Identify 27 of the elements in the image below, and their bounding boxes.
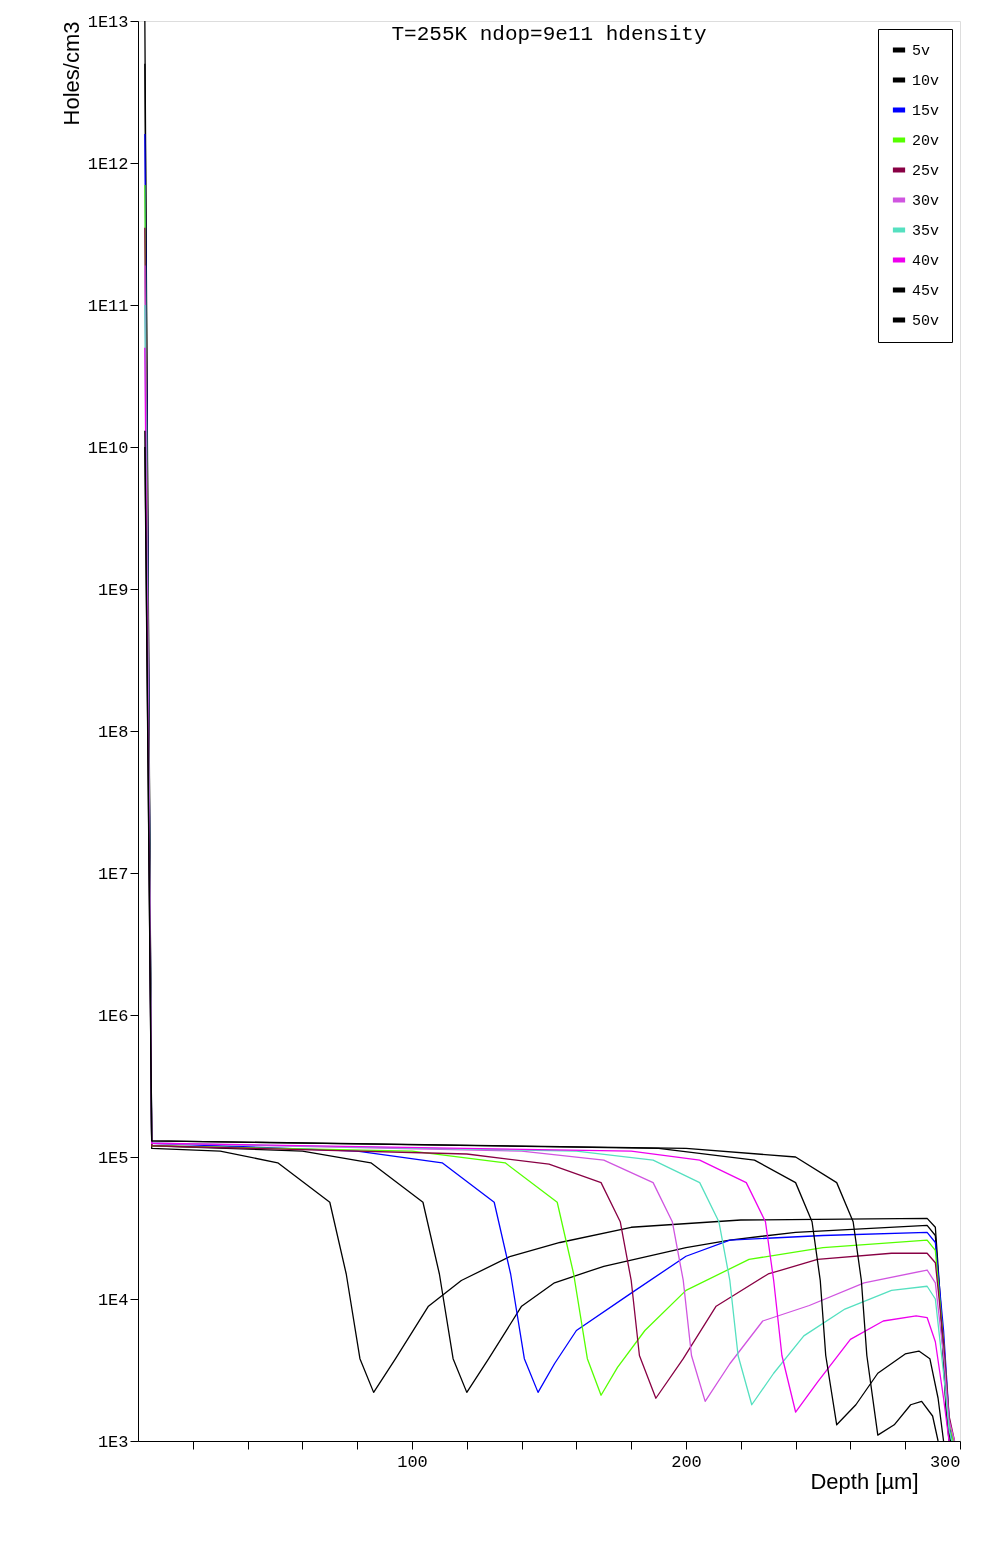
legend-label: 30v (912, 193, 940, 210)
legend-label: 50v (912, 313, 940, 330)
y-tick-label: 1E6 (97, 1006, 129, 1026)
legend-label: 35v (912, 223, 940, 240)
y-tick-label: 1E7 (97, 864, 129, 884)
legend-label: 40v (912, 253, 940, 270)
y-tick-label: 1E3 (97, 1432, 129, 1452)
legend-label: 10v (912, 73, 940, 90)
legend-label: 15v (912, 103, 940, 120)
y-tick-label: 1E13 (87, 12, 129, 32)
y-tick-label: 1E8 (97, 722, 129, 742)
y-tick-label: 1E12 (87, 154, 129, 174)
chart-title: T=255K ndop=9e11 hdensity (391, 23, 707, 46)
x-tick-label: 200 (671, 1452, 702, 1472)
y-tick-label: 1E5 (97, 1148, 129, 1168)
y-axis-title: Holes/cm3 (58, 21, 84, 126)
legend-label: 5v (912, 43, 931, 60)
y-tick-label: 1E4 (97, 1290, 129, 1310)
x-tick-label: 100 (397, 1452, 428, 1472)
x-tick-label: 300 (929, 1452, 961, 1472)
legend-label: 45v (912, 283, 940, 300)
y-tick-label: 1E11 (87, 296, 129, 316)
y-tick-label: 1E9 (97, 580, 129, 600)
x-axis-title: Depth [µm] (810, 1468, 919, 1494)
legend-label: 20v (912, 133, 940, 150)
y-tick-label: 1E10 (87, 438, 129, 458)
legend-label: 25v (912, 163, 940, 180)
